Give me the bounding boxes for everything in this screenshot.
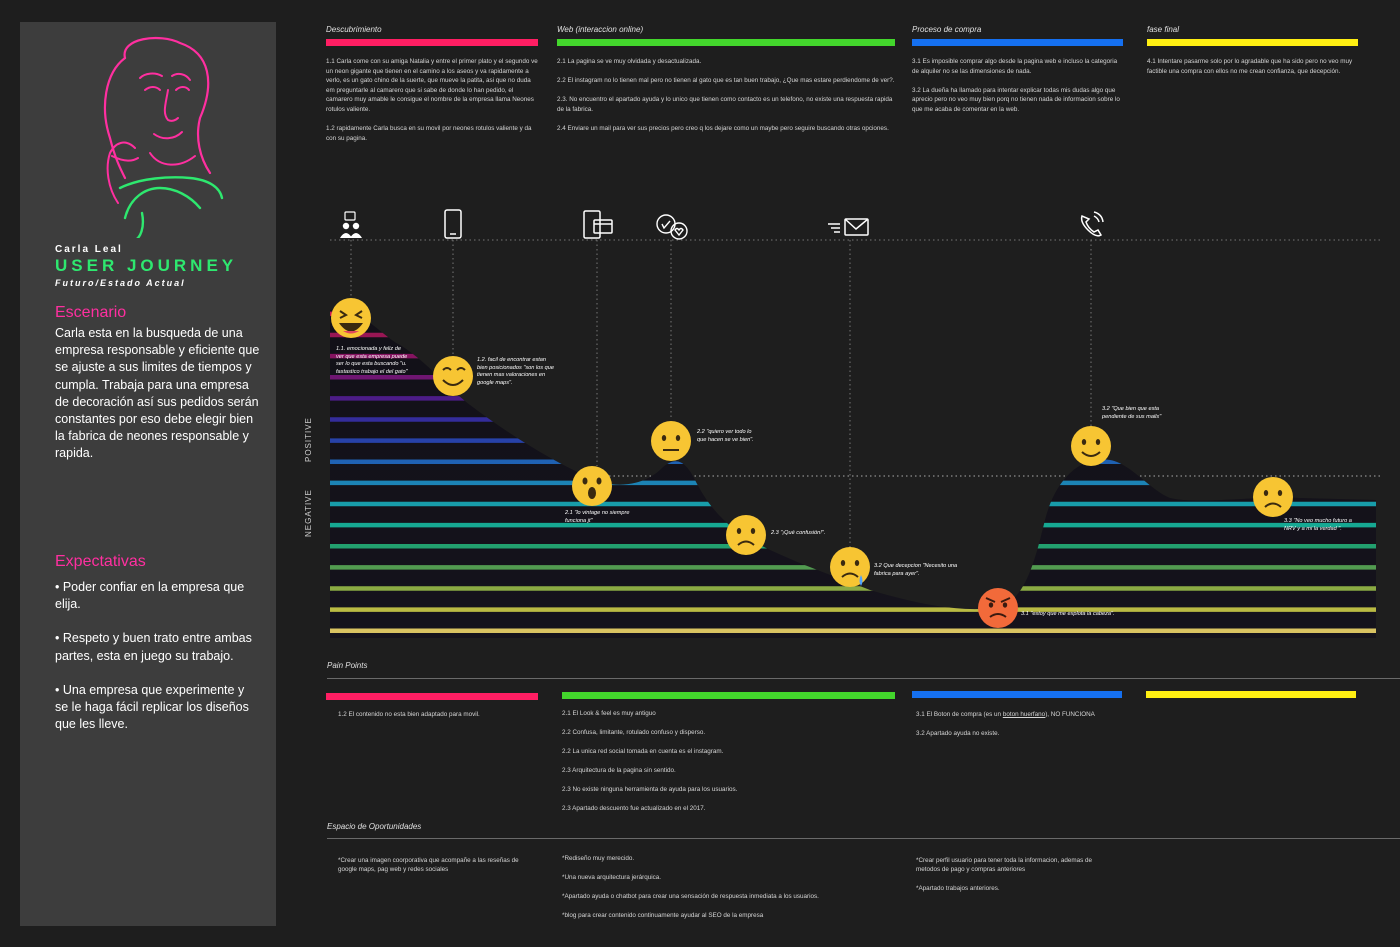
scenario-heading: Escenario bbox=[55, 304, 127, 321]
expectations-list: • Poder confiar en la empresa que elija.… bbox=[55, 579, 260, 750]
stage-title-proceso-compra: Proceso de compra bbox=[912, 25, 982, 34]
stage-bar-web bbox=[557, 39, 895, 46]
emoji-angry-icon bbox=[978, 588, 1018, 628]
pain-list-proceso-compra: 3.1 El Boton de compra (es un boton huer… bbox=[916, 710, 1126, 748]
stage-title-web: Web (interaccion online) bbox=[557, 25, 644, 34]
pain-bar-proceso-compra bbox=[912, 691, 1122, 698]
opportunities-divider bbox=[327, 838, 1400, 839]
pain-item: 2.2 La unica red social tomada en cuenta… bbox=[562, 748, 724, 755]
neon-stripe bbox=[330, 311, 1376, 317]
emoji-smiling-icon bbox=[1071, 426, 1111, 466]
moment-note-1-2: 1.2. facil de encontrar estan bien posic… bbox=[477, 357, 554, 386]
opportunity-item: *blog para crear contenido continuamente… bbox=[562, 912, 764, 919]
emotion-area bbox=[330, 309, 1376, 638]
opportunity-list-descubrimiento: *Crear una imagen coorporativa que acomp… bbox=[338, 856, 538, 884]
pain-points-heading: Pain Points bbox=[327, 661, 368, 670]
email-icon bbox=[828, 218, 869, 236]
stage-bar-proceso-compra bbox=[912, 39, 1123, 46]
phone-call-icon bbox=[1080, 211, 1104, 237]
smartphone-icon bbox=[444, 209, 462, 239]
opportunity-item: *Apartado ayuda o chatbot para crear una… bbox=[562, 893, 819, 900]
moment-note-3-1: 3.1 "estoy que me explota la cabeza". bbox=[1021, 611, 1115, 617]
opportunity-list-web: *Rediseño muy merecido. *Una nueva arqui… bbox=[562, 854, 892, 930]
moment-note-3-2: 3.2 "Que bien que esta pendiente de sus … bbox=[1102, 406, 1162, 420]
persona-portrait-neon bbox=[103, 36, 224, 238]
moment-note-3-2a: 3.2 Que decepcion "Necesito una fabrica … bbox=[874, 563, 958, 577]
emoji-smiling-icon bbox=[433, 356, 473, 396]
emoji-disappointed-icon bbox=[830, 547, 870, 587]
stage-bar-descubrimiento bbox=[326, 39, 538, 46]
opportunities-heading: Espacio de Oportunidades bbox=[327, 822, 422, 831]
stage-text-proceso-compra: 3.1 Es imposible comprar algo desde la p… bbox=[912, 58, 1120, 113]
stage-text-descubrimiento: 1.1 Carla come con su amiga Natalia y en… bbox=[326, 58, 538, 142]
pain-item: 2.1 El Look & feel es muy antiguo bbox=[562, 710, 656, 717]
emoji-neutral-icon bbox=[651, 421, 691, 461]
emoji-sad-icon bbox=[726, 515, 766, 555]
pain-bar-descubrimiento bbox=[326, 693, 538, 700]
journey-title: USER JOURNEY bbox=[55, 256, 238, 275]
expectation-item: • Poder confiar en la empresa que elija. bbox=[55, 580, 245, 612]
moment-note-2-3: 2.3 "¡Qué confusión!". bbox=[771, 530, 826, 536]
stage-text-fase-final: 4.1 Intentare pasarme solo por lo agrada… bbox=[1147, 58, 1353, 75]
stage-title-fase-final: fase final bbox=[1147, 25, 1180, 34]
pain-item: 1.2 El contenido no esta bien adaptado p… bbox=[338, 711, 480, 718]
opportunity-item: *Crear una imagen coorporativa que acomp… bbox=[338, 857, 519, 873]
moment-note-2-1: 2.1 "lo vintage no siempre funciona jt" bbox=[565, 510, 630, 524]
opportunity-list-proceso-compra: *Crear perfil usuario para tener toda la… bbox=[916, 856, 1116, 903]
opportunity-item: *Una nueva arquitectura jerárquica. bbox=[562, 874, 662, 881]
emotion-graph bbox=[330, 209, 1380, 638]
persona-name: Carla Leal bbox=[55, 244, 123, 255]
people-chat-icon bbox=[340, 211, 362, 238]
pain-item: 3.2 Apartado ayuda no existe. bbox=[916, 730, 1000, 737]
opportunity-item: *Apartado trabajos anteriores. bbox=[916, 885, 1000, 892]
expectation-item: • Una empresa que experimente y se le ha… bbox=[55, 682, 249, 732]
expectation-item: • Respeto y buen trato entre ambas parte… bbox=[55, 631, 252, 663]
moment-note-3-3: 3.3 "No veo mucho futuro a NRV y a mi la… bbox=[1284, 518, 1352, 532]
stage-bar-fase-final bbox=[1147, 39, 1358, 46]
pain-item: 2.2 Confusa, limitante, rotulado confuso… bbox=[562, 729, 706, 736]
axis-label-negative: NEGATIVE bbox=[304, 489, 313, 537]
stage-title-descubrimiento: Descubrimiento bbox=[326, 25, 382, 34]
expectations-heading: Expectativas bbox=[55, 553, 146, 570]
pain-item: 2.3 No existe ninguna herramienta de ayu… bbox=[562, 786, 738, 793]
neon-stripe bbox=[330, 332, 1376, 338]
persona-panel: Carla Leal USER JOURNEY Futuro/Estado Ac… bbox=[20, 22, 276, 926]
opportunity-item: *Crear perfil usuario para tener toda la… bbox=[916, 857, 1093, 873]
neon-stripe bbox=[330, 396, 1376, 401]
pain-item: 2.3 Apartado descuento fue actualizado e… bbox=[562, 805, 706, 812]
social-reactions-icon bbox=[656, 214, 688, 240]
pain-bar-web bbox=[562, 692, 895, 699]
pain-list-web: 2.1 El Look & feel es muy antiguo 2.2 Co… bbox=[562, 709, 892, 823]
pain-item: 3.1 El Boton de compra (es un boton huer… bbox=[916, 711, 1095, 718]
moment-note-1-1: 1.1. emocionada y feliz de ver que esta … bbox=[336, 346, 408, 375]
pain-list-descubrimiento: 1.2 El contenido no esta bien adaptado p… bbox=[338, 710, 538, 729]
moment-note-2-2: 2.2 "quiero ver todo lo que hacen se ve … bbox=[697, 429, 754, 443]
scenario-text: Carla esta en la busqueda de una empresa… bbox=[55, 326, 260, 461]
journey-subtitle: Futuro/Estado Actual bbox=[55, 278, 186, 288]
pain-bar-fase-final bbox=[1146, 691, 1356, 698]
opportunity-item: *Rediseño muy merecido. bbox=[562, 855, 635, 862]
emoji-sad-icon bbox=[1253, 477, 1293, 517]
emoji-laughing-icon bbox=[331, 298, 371, 338]
axis-label-positive: POSITIVE bbox=[304, 417, 313, 462]
pain-points-divider bbox=[327, 678, 1400, 679]
pain-item: 2.3 Arquitectura de la pagina sin sentid… bbox=[562, 767, 676, 774]
stage-text-web: 2.1 La pagina se ve muy olvidada y desac… bbox=[557, 58, 895, 132]
web-windows-icon bbox=[583, 210, 613, 239]
emoji-surprised-icon bbox=[572, 466, 612, 506]
